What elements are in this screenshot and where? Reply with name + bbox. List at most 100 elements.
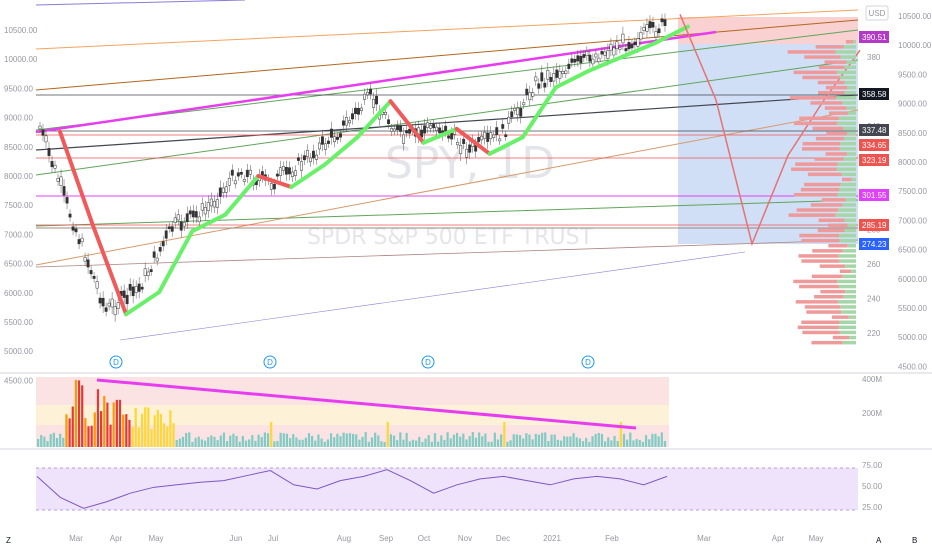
volume-bar xyxy=(547,441,550,447)
volume-bar xyxy=(311,435,314,447)
trendline[interactable] xyxy=(35,109,859,266)
volume-bar xyxy=(333,437,336,447)
volume-bar xyxy=(150,429,153,447)
candle-body xyxy=(59,176,63,186)
candle-body xyxy=(498,138,502,142)
vpvr-bar-down xyxy=(831,315,849,319)
volume-bar xyxy=(581,441,585,447)
volume-bar xyxy=(49,434,52,447)
candle-body xyxy=(290,171,294,177)
candle-body xyxy=(606,50,610,59)
vpvr-bar-down xyxy=(804,55,841,59)
right-axis-tick: 7000.00 xyxy=(898,216,927,225)
vpvr-bar-up xyxy=(837,162,856,166)
vpvr-bar-down xyxy=(818,218,845,222)
candle-body xyxy=(462,138,466,145)
candle-body xyxy=(38,125,42,130)
volume-bar xyxy=(490,441,493,447)
candle-body xyxy=(131,286,135,297)
trendline[interactable] xyxy=(35,199,859,227)
candle-body xyxy=(194,211,198,218)
left-axis-tick: 5000.00 xyxy=(4,347,33,356)
goto-start-button[interactable]: Z xyxy=(6,536,11,545)
vpvr-bar-up xyxy=(840,182,856,187)
price-tag-box xyxy=(859,124,889,136)
candle-body xyxy=(56,177,60,182)
volume-bar xyxy=(93,412,96,447)
volume-bar xyxy=(137,427,140,447)
vpvr-bar-down xyxy=(791,167,837,171)
vpvr-bar-up xyxy=(847,223,856,228)
candle-body xyxy=(372,99,375,108)
volume-bar xyxy=(503,422,506,447)
candle-body xyxy=(134,286,138,293)
price-tag-label: 337.48 xyxy=(862,126,887,135)
candle-body xyxy=(426,122,430,129)
volume-bar xyxy=(553,434,556,447)
vpvr-bar-up xyxy=(852,40,856,44)
trendline[interactable] xyxy=(35,94,859,151)
candle-body xyxy=(107,302,111,307)
dividend-marker[interactable] xyxy=(421,355,435,369)
ma-segment xyxy=(190,212,228,234)
candle-body xyxy=(639,32,643,40)
trendline[interactable] xyxy=(35,9,859,50)
volume-bar xyxy=(282,433,285,447)
trendline[interactable] xyxy=(35,19,859,91)
volume-bar xyxy=(433,433,437,447)
candle-body xyxy=(354,107,357,114)
volume-axis-tick: 200M xyxy=(862,409,882,418)
dividend-marker[interactable] xyxy=(109,355,123,369)
vpvr-bar-down xyxy=(799,116,839,120)
vpvr-bar-up xyxy=(837,193,856,197)
ma-segment xyxy=(322,135,360,167)
volume-bar xyxy=(534,433,537,447)
trendline[interactable] xyxy=(35,30,717,134)
candle-body xyxy=(384,111,388,115)
candle-body xyxy=(516,107,520,116)
volume-bar xyxy=(263,432,266,447)
candle-body xyxy=(110,298,114,308)
vpvr-bar-down xyxy=(802,75,840,80)
candle-body xyxy=(185,213,189,223)
candle-body xyxy=(663,19,667,26)
volume-bar xyxy=(648,439,651,447)
ma-segment xyxy=(58,129,96,228)
vpvr-bar-down xyxy=(824,60,847,64)
trendline[interactable] xyxy=(35,0,246,6)
dividend-label: D xyxy=(267,358,273,367)
auto-scale-button[interactable]: A xyxy=(876,536,882,545)
dividend-marker[interactable] xyxy=(581,355,595,369)
candle-body xyxy=(510,111,514,118)
vpvr-bar-up xyxy=(843,157,856,161)
candle-body xyxy=(44,135,48,143)
volume-bar xyxy=(81,385,84,447)
trendline[interactable] xyxy=(119,251,746,341)
dividend-marker[interactable] xyxy=(263,355,277,369)
trendline[interactable] xyxy=(35,59,859,176)
vpvr-bar-down xyxy=(811,274,843,279)
volume-bar xyxy=(638,439,641,447)
price-tag-label: 390.51 xyxy=(862,33,887,42)
candle-body xyxy=(200,203,204,211)
rsi-axis-tick: 75.00 xyxy=(862,461,883,470)
currency-badge[interactable] xyxy=(865,5,889,21)
log-scale-button[interactable]: B xyxy=(912,536,917,545)
candle-body xyxy=(305,150,309,157)
candle-body xyxy=(480,135,484,141)
left-axis-tick: 7000.00 xyxy=(4,230,33,239)
candle-body xyxy=(585,51,589,56)
volume-bar xyxy=(361,436,364,447)
volume-trendline[interactable] xyxy=(96,378,637,430)
volume-bar xyxy=(112,402,115,447)
vpvr-bar-up xyxy=(846,85,856,90)
trendline[interactable] xyxy=(35,29,859,131)
candle-body xyxy=(230,169,234,176)
candle-body xyxy=(245,169,249,177)
candle-body xyxy=(345,117,348,126)
candle-body xyxy=(336,136,339,140)
time-axis-label: Apr xyxy=(110,534,123,543)
volume-bar xyxy=(266,433,270,447)
candle-body xyxy=(660,18,664,23)
